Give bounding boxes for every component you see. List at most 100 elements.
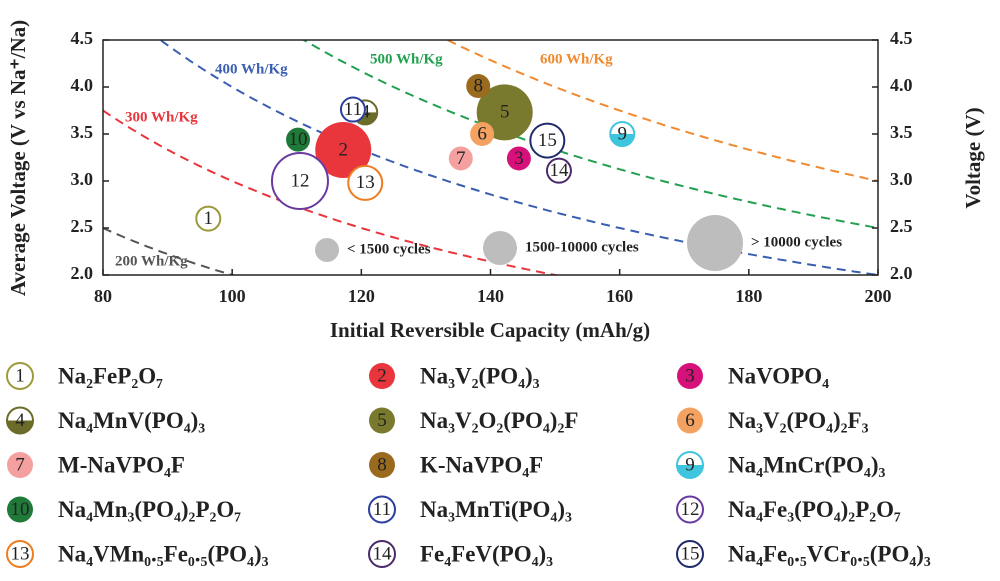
- y2-tick-label: 2.5: [890, 216, 913, 236]
- legend-marker-label: 12: [681, 499, 700, 520]
- legend-marker-label: 13: [11, 543, 30, 564]
- bubble: [347, 164, 384, 201]
- bubble: [195, 205, 222, 232]
- size-legend-marker: [687, 215, 743, 271]
- y-tick-label: 2.5: [71, 216, 94, 236]
- legend-marker: [6, 540, 34, 568]
- y2-tick-label: 2.0: [890, 263, 913, 283]
- legend-label: Na₃V₂O₂(PO₄)₂F: [420, 408, 578, 433]
- legend-label: Fe₄FeV(PO₄)₃: [420, 541, 553, 566]
- legend-marker: [7, 496, 33, 523]
- marker-fill: [677, 363, 703, 389]
- legend-label: Na₃V₂(PO₄)₃: [420, 363, 540, 388]
- marker-ring: [6, 540, 34, 568]
- size-legend-label: > 10000 cycles: [751, 234, 842, 250]
- marker-ring: [529, 122, 566, 159]
- legend-label: Na₄Mn₃(PO₄)₂P₂O₇: [58, 497, 241, 522]
- bubble: [270, 152, 329, 210]
- bubble: [448, 146, 473, 171]
- y2-tick-label: 3.0: [890, 169, 913, 189]
- bubble-label: 10: [289, 129, 308, 150]
- y-tick-label: 4.0: [71, 75, 94, 95]
- marker-ring: [195, 205, 222, 232]
- marker-ring: [676, 495, 704, 524]
- bubble-label: 1: [204, 208, 214, 229]
- legend-marker-label: 6: [685, 410, 695, 431]
- marker-fill: [369, 363, 395, 389]
- x-tick-label: 100: [219, 286, 246, 306]
- curve-label: 300 Wh/Kg: [125, 109, 198, 125]
- legend-marker-label: 9: [685, 454, 695, 475]
- marker-half: [677, 465, 703, 478]
- marker-fill: [315, 121, 372, 178]
- bubble: [609, 121, 636, 147]
- bubble-label: 15: [538, 130, 557, 151]
- marker-fill: [369, 452, 395, 478]
- legend-marker: [676, 451, 704, 479]
- marker-fill: [369, 407, 395, 434]
- legend-marker: [6, 406, 34, 435]
- x-tick-label: 140: [477, 286, 504, 306]
- marker-fill: [466, 74, 491, 99]
- y-axis-title: Average Voltage (V vs Na⁺/Na): [6, 20, 30, 296]
- y2-axis-title: Voltage (V): [961, 107, 985, 208]
- x-tick-label: 200: [865, 286, 892, 306]
- bubble: [506, 146, 531, 171]
- legend-marker-label: 15: [681, 543, 700, 564]
- marker-fill: [7, 496, 33, 523]
- bubble-label: 6: [477, 123, 487, 144]
- legend-label: Na₂FeP₂O₇: [58, 363, 163, 388]
- legend-marker-label: 3: [685, 365, 695, 386]
- curve-label: 200 Wh/Kg: [115, 253, 188, 269]
- energy-curve: [445, 40, 878, 182]
- legend-marker: [7, 452, 33, 478]
- size-legend-marker: [483, 231, 517, 265]
- energy-curves: [103, 40, 878, 275]
- energy-curve: [158, 40, 878, 275]
- bubble: [315, 121, 372, 178]
- bubble-label: 12: [290, 170, 309, 191]
- legend-marker-label: 2: [377, 365, 387, 386]
- bubble-label: 5: [500, 102, 510, 123]
- y2-tick-label: 4.0: [890, 75, 913, 95]
- bubble-label: 13: [356, 172, 375, 193]
- x-tick-label: 160: [606, 286, 633, 306]
- marker-ring: [368, 495, 396, 524]
- marker-ring: [339, 96, 366, 123]
- marker-fill: [7, 452, 33, 478]
- bubble: [529, 122, 566, 159]
- legend-marker-label: 10: [11, 499, 30, 520]
- marker-ring: [545, 157, 572, 184]
- bubble-label: 3: [514, 148, 524, 169]
- legend-label: Na₄VMn₀.₅Fe₀.₅(PO₄)₃: [58, 541, 269, 566]
- bubble-label: 7: [456, 148, 466, 169]
- legend-marker-label: 8: [377, 454, 387, 475]
- x-tick-label: 180: [735, 286, 762, 306]
- x-tick-label: 80: [94, 286, 112, 306]
- marker-fill: [286, 127, 311, 152]
- bubble-label: 14: [549, 160, 569, 181]
- marker-ring: [368, 540, 396, 568]
- y2-tick-label: 3.5: [890, 122, 913, 142]
- legend-marker: [677, 407, 703, 434]
- legend-marker: [676, 495, 704, 524]
- legend-marker: [369, 363, 395, 389]
- y2-tick-label: 4.5: [890, 28, 913, 48]
- marker-fill: [506, 146, 531, 171]
- legend-marker-label: 4: [15, 410, 25, 431]
- legend-label: Na₃MnTi(PO₄)₃: [420, 497, 572, 522]
- size-legend-marker: [315, 238, 339, 262]
- bubble: [466, 74, 491, 99]
- legend-label: Na₃V₂(PO₄)₂F₃: [728, 408, 869, 433]
- marker-fill: [448, 146, 473, 171]
- marker-ring: [6, 362, 34, 390]
- marker-ring: [270, 152, 329, 210]
- x-tick-label: 120: [348, 286, 375, 306]
- legend-marker-label: 14: [373, 543, 393, 564]
- legend-marker-label: 11: [373, 499, 391, 520]
- bubble: [470, 122, 495, 146]
- legend-label: Na₄Fe₀.₅VCr₀.₅(PO₄)₃: [728, 541, 931, 566]
- legend-label: NaVOPO₄: [728, 363, 829, 388]
